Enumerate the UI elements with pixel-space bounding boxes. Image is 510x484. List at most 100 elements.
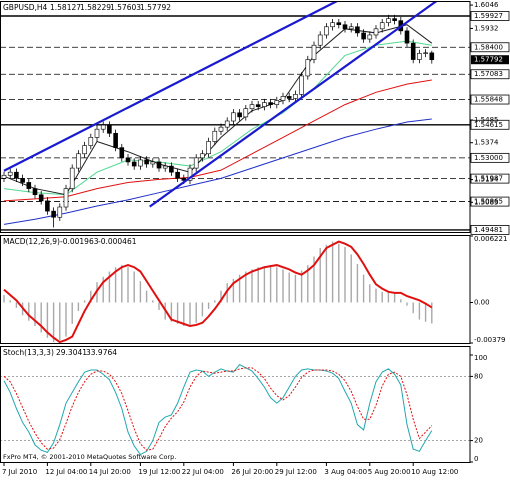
x-tick-label: 29 Jul 12:00	[275, 468, 317, 476]
candle-body	[193, 157, 199, 169]
candle-body	[336, 22, 342, 26]
candle-body	[187, 167, 193, 181]
candle-body	[386, 18, 391, 23]
candle-body	[107, 124, 112, 134]
candle-body	[262, 102, 267, 107]
candle-body	[100, 124, 106, 130]
macd-label: MACD(12,26,9)	[3, 237, 60, 246]
candle-body	[26, 182, 32, 189]
level-label-box	[470, 69, 510, 80]
candle-body	[156, 161, 162, 169]
level-label-box	[470, 42, 510, 53]
header-high: 1.58229	[80, 3, 111, 12]
stoch-signal	[3, 367, 433, 451]
moving-average	[3, 79, 432, 202]
stoch-frame	[0, 346, 471, 463]
candle-body	[169, 165, 174, 173]
candle-body	[144, 159, 149, 165]
candle-body	[94, 128, 100, 138]
y-tick-label: 0.006221	[474, 235, 507, 243]
stoch-label: Stoch(13,3,3)	[3, 348, 54, 357]
y-tick-label: -0.00379	[474, 336, 505, 344]
main-frame	[0, 1, 471, 233]
candle-body	[76, 153, 81, 169]
candle-body	[404, 30, 410, 44]
trendline	[3, 2, 338, 172]
candle-body	[243, 108, 249, 118]
y-tick-label: 1.5374	[474, 139, 499, 147]
level-label: 1.59927	[474, 12, 503, 20]
stoch-main-value: 29.3041	[56, 348, 87, 357]
stoch-signal-value: 33.9764	[86, 348, 117, 357]
candle-body	[1, 174, 7, 179]
candle-body	[63, 188, 69, 208]
candle-body	[88, 137, 94, 146]
x-tick-label: 19 Jul 12:00	[138, 468, 180, 476]
level-label: 1.49481	[474, 226, 503, 234]
candle-body	[324, 26, 329, 36]
level-label-box	[470, 119, 510, 130]
macd-plot	[3, 240, 433, 343]
candle-body	[212, 130, 218, 142]
candle-body	[392, 18, 397, 21]
candle-body	[379, 22, 385, 30]
candle-body	[150, 161, 156, 165]
y-tick-label: 20	[474, 437, 483, 445]
candle-body	[274, 100, 280, 105]
candle-body	[14, 171, 19, 179]
candle-body	[429, 52, 435, 61]
x-tick-label: 10 Aug 12:00	[411, 468, 458, 476]
current-price: 1.57792	[474, 56, 503, 64]
candle-body	[131, 161, 137, 167]
candle-body	[32, 188, 38, 196]
candle-body	[342, 24, 348, 30]
candle-body	[355, 26, 360, 34]
candle-body	[82, 145, 87, 155]
footer: FxPro MT4, © 2001-2010 MetaQuotes Softwa…	[3, 453, 176, 461]
candle-body	[373, 28, 379, 36]
y-tick-label: 1.5932	[474, 24, 499, 32]
x-tick-label: 14 Jul 20:00	[89, 468, 131, 476]
candle-body	[119, 147, 125, 159]
candle-body	[200, 153, 205, 159]
trendline	[149, 2, 438, 208]
level-label-box	[470, 94, 510, 105]
candle-body	[138, 159, 143, 167]
candle-body	[268, 102, 273, 105]
candle-body	[299, 75, 304, 95]
level-label-box	[470, 196, 510, 207]
candle-body	[20, 178, 25, 183]
candle-body	[51, 210, 56, 218]
moving-average	[3, 24, 433, 196]
candle-body	[410, 42, 416, 60]
candle-body	[181, 178, 187, 181]
candle-body	[237, 112, 242, 118]
candle-body	[69, 167, 75, 189]
candle-body	[224, 120, 230, 128]
y-tick-label: 1.6046	[474, 1, 499, 9]
candle-body	[125, 157, 131, 163]
stoch-plot	[0, 364, 470, 456]
macd-signal-value: -0.000461	[98, 237, 137, 246]
candle-body	[7, 171, 13, 176]
candle-body	[113, 132, 118, 148]
stoch-main	[3, 364, 433, 456]
candle-body	[305, 59, 311, 77]
level-label: 1.50865	[474, 198, 503, 206]
moving-average	[3, 118, 432, 225]
x-tick-label: 22 Jul 04:00	[182, 468, 224, 476]
level-label: 1.55848	[474, 96, 503, 104]
header-low: 1.57603	[110, 3, 141, 12]
level-label-box	[470, 11, 510, 21]
candle-body	[348, 26, 354, 30]
macd-signal	[3, 240, 433, 343]
candle-body	[45, 200, 50, 212]
candle-body	[57, 206, 63, 218]
y-tick-label: 0	[474, 455, 478, 463]
x-tick-label: 26 Jul 20:00	[231, 468, 273, 476]
symbol-title: GBPUSD,H4	[3, 3, 48, 12]
level-label: 1.58400	[474, 43, 503, 51]
x-tick-label: 7 Jul 2010	[2, 468, 37, 476]
